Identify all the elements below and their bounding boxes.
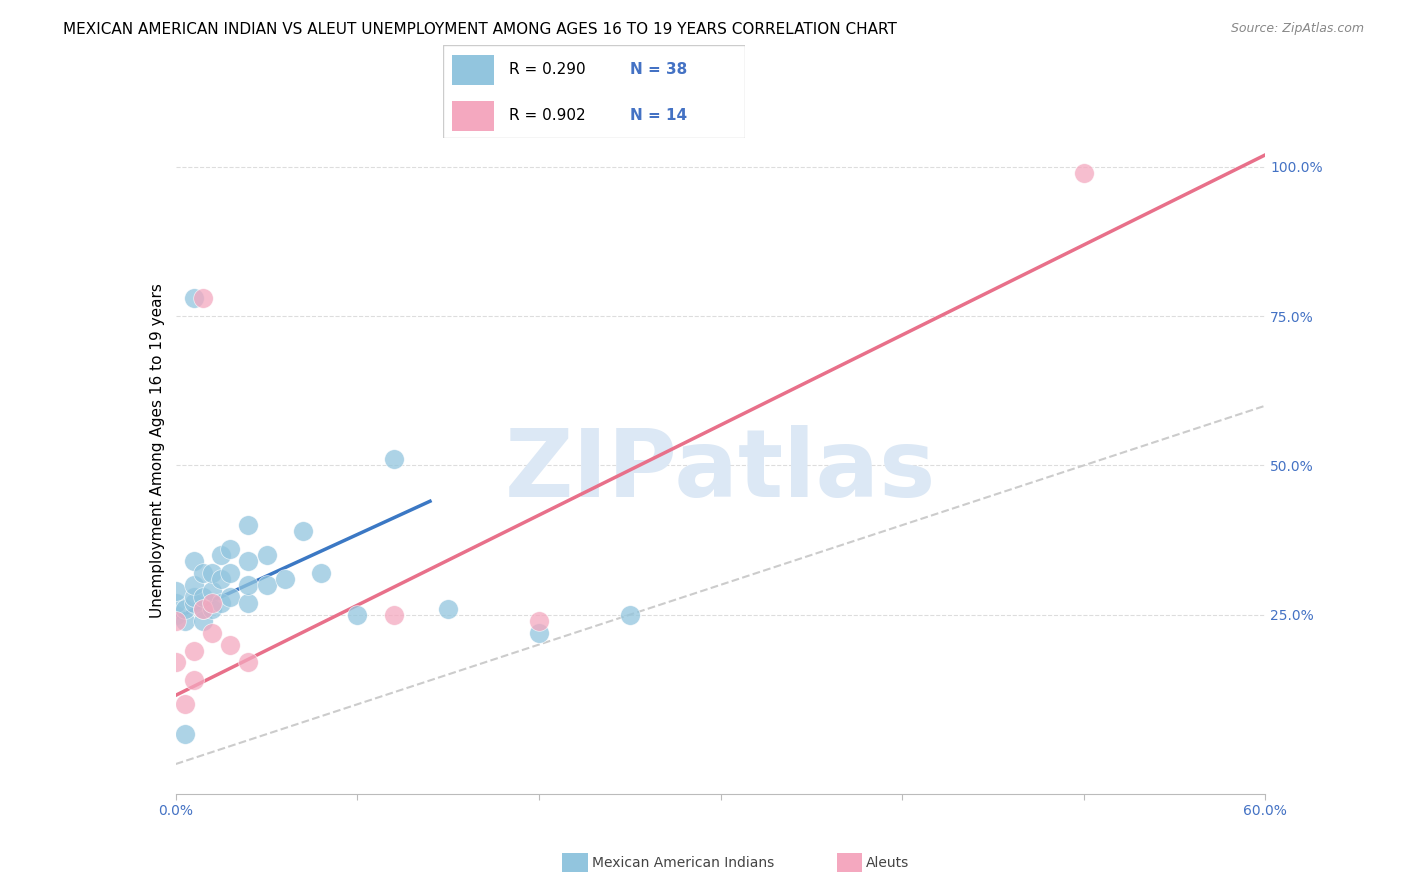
Point <box>382 452 405 467</box>
Point <box>183 590 205 604</box>
FancyBboxPatch shape <box>443 45 745 138</box>
Point <box>219 590 242 604</box>
Point <box>238 578 260 592</box>
Point <box>619 607 641 622</box>
Point <box>201 601 224 615</box>
Text: N = 14: N = 14 <box>630 108 688 123</box>
Point <box>191 601 214 615</box>
Text: N = 38: N = 38 <box>630 62 688 78</box>
Text: R = 0.902: R = 0.902 <box>509 108 586 123</box>
Point <box>238 596 260 610</box>
Point <box>437 601 460 615</box>
Text: R = 0.290: R = 0.290 <box>509 62 586 78</box>
Text: Aleuts: Aleuts <box>866 855 910 870</box>
Point <box>183 554 205 568</box>
Point <box>201 583 224 598</box>
Point <box>256 578 278 592</box>
Point <box>209 548 232 562</box>
Y-axis label: Unemployment Among Ages 16 to 19 years: Unemployment Among Ages 16 to 19 years <box>149 283 165 618</box>
Point <box>165 583 187 598</box>
Point <box>191 590 214 604</box>
Point <box>183 673 205 688</box>
Point <box>256 548 278 562</box>
Text: Source: ZipAtlas.com: Source: ZipAtlas.com <box>1230 22 1364 36</box>
Point <box>165 656 187 670</box>
Point <box>183 643 205 657</box>
Point <box>173 601 195 615</box>
Point <box>191 291 214 305</box>
Point <box>183 291 205 305</box>
Point <box>173 727 195 741</box>
Point <box>527 614 550 628</box>
Point <box>382 607 405 622</box>
Point <box>527 625 550 640</box>
Text: ZIPatlas: ZIPatlas <box>505 425 936 517</box>
Point <box>209 596 232 610</box>
Point <box>201 596 224 610</box>
Point <box>191 614 214 628</box>
FancyBboxPatch shape <box>837 853 862 872</box>
FancyBboxPatch shape <box>451 55 495 85</box>
Point <box>183 578 205 592</box>
Point <box>165 596 187 610</box>
FancyBboxPatch shape <box>562 853 588 872</box>
Text: MEXICAN AMERICAN INDIAN VS ALEUT UNEMPLOYMENT AMONG AGES 16 TO 19 YEARS CORRELAT: MEXICAN AMERICAN INDIAN VS ALEUT UNEMPLO… <box>63 22 897 37</box>
Point <box>165 614 187 628</box>
Point <box>219 541 242 556</box>
Point <box>201 625 224 640</box>
Point <box>238 518 260 533</box>
Point <box>291 524 314 538</box>
Text: Mexican American Indians: Mexican American Indians <box>592 855 775 870</box>
Point <box>219 566 242 580</box>
Point <box>183 596 205 610</box>
Point <box>1073 166 1095 180</box>
Point <box>209 572 232 586</box>
Point <box>238 656 260 670</box>
Point <box>191 566 214 580</box>
Point <box>201 566 224 580</box>
Point <box>309 566 332 580</box>
Point <box>191 601 214 615</box>
Point <box>165 607 187 622</box>
Point <box>274 572 297 586</box>
Point <box>173 614 195 628</box>
Point <box>219 638 242 652</box>
FancyBboxPatch shape <box>451 101 495 131</box>
Point <box>346 607 368 622</box>
Point <box>173 698 195 712</box>
Point <box>238 554 260 568</box>
